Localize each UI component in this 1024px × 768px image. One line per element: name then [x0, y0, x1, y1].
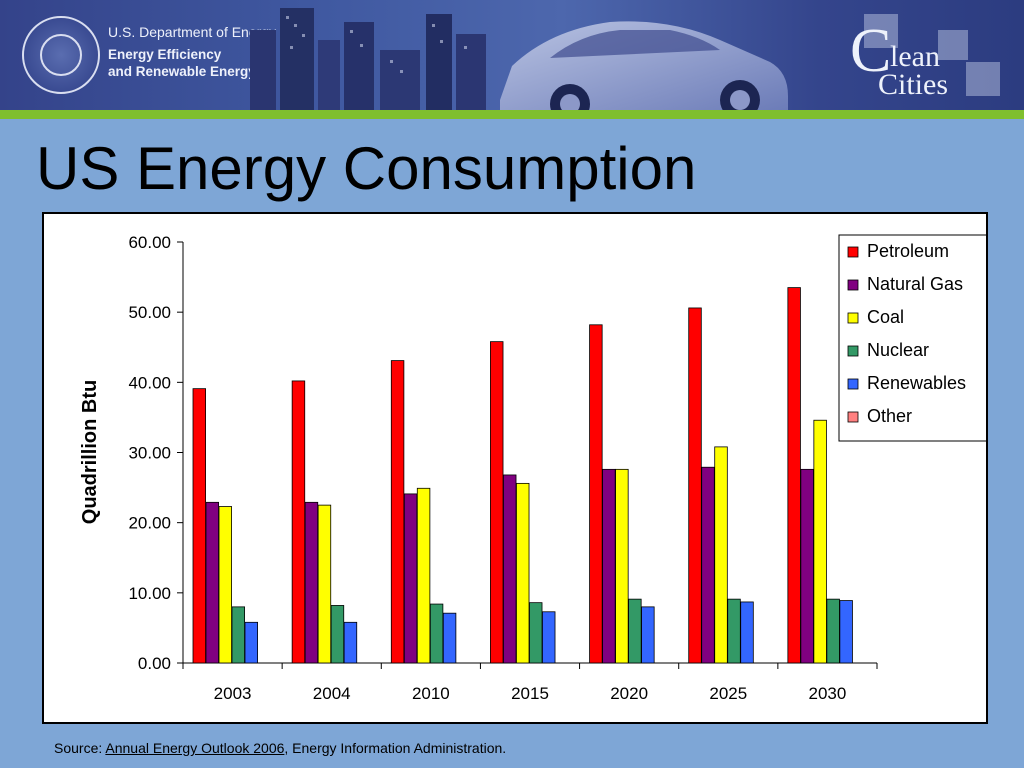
bar-petroleum: [192, 388, 207, 664]
y-tick-label: 50.00: [128, 303, 171, 322]
legend-swatch: [847, 246, 859, 258]
bar-petroleum: [589, 324, 603, 664]
bar-coal: [615, 468, 629, 664]
office-line-2: and Renewable Energy: [108, 64, 256, 79]
bar-natural-gas: [503, 474, 517, 664]
legend-label: Renewables: [867, 373, 966, 393]
legend-box: [838, 234, 986, 442]
legend-swatch: [847, 279, 859, 291]
clean-cities-logo: C lean Cities: [838, 8, 1008, 104]
bar-petroleum: [291, 380, 306, 664]
doe-seal-icon: [22, 16, 100, 94]
x-tick-label: 2010: [412, 684, 450, 703]
energy-consumption-bar-chart: 0.00 10.00 20.00 30.00 40.00 50.00 60.00 Quadri…: [79, 233, 986, 703]
legend-label: Petroleum: [867, 241, 949, 261]
y-tick-label: 20.00: [128, 514, 171, 533]
bar-coal: [218, 506, 233, 664]
x-tick-label: 2030: [809, 684, 847, 703]
legend-swatch: [847, 345, 859, 357]
bar-petroleum: [688, 307, 702, 664]
y-tick-label: 0.00: [138, 654, 171, 673]
y-tick-label: 30.00: [128, 444, 171, 463]
bar-renewables: [839, 600, 853, 664]
bar-natural-gas: [602, 468, 616, 664]
y-tick-label: 10.00: [128, 584, 171, 603]
x-tick-label: 2004: [313, 684, 351, 703]
x-tick-label: 2025: [709, 684, 747, 703]
bar-natural-gas: [403, 493, 418, 664]
bar-coal: [317, 504, 332, 664]
source-suffix: , Energy Information Administration.: [284, 740, 507, 756]
bar-coal: [416, 487, 431, 664]
logo-word-2: Cities: [878, 68, 949, 101]
x-tick-label: 2003: [214, 684, 252, 703]
x-tick-label: 2015: [511, 684, 549, 703]
source-link[interactable]: Annual Energy Outlook 2006: [105, 740, 285, 756]
bar-nuclear: [628, 598, 642, 664]
doe-wordmark: U.S. Department of Energy Energy Efficie…: [108, 24, 276, 80]
department-name: U.S. Department of Energy: [108, 24, 277, 40]
slide-title: US Energy Consumption: [36, 135, 697, 202]
legend-swatch: [847, 378, 859, 390]
legend-label: Natural Gas: [867, 274, 963, 294]
bar-petroleum: [490, 341, 504, 664]
bar-coal: [516, 482, 530, 664]
bar-nuclear: [429, 603, 444, 664]
logo-letter: C: [850, 17, 892, 85]
bar-renewables: [542, 611, 556, 664]
bar-renewables: [442, 612, 457, 664]
bar-renewables: [244, 621, 259, 664]
bar-nuclear: [826, 598, 840, 664]
bar-natural-gas: [701, 466, 715, 664]
chart-container: 0.00 10.00 20.00 30.00 40.00 50.00 60.00 Quadri…: [42, 212, 988, 724]
legend-swatch: [847, 312, 859, 324]
bar-nuclear: [330, 605, 345, 664]
legend-label: Other: [867, 406, 912, 426]
legend-label: Coal: [867, 307, 904, 327]
bar-petroleum: [787, 287, 801, 664]
y-tick-label: 60.00: [128, 233, 171, 252]
source-prefix: Source:: [54, 740, 106, 756]
header-banner: U.S. Department of Energy Energy Efficie…: [0, 0, 1024, 110]
legend-swatch: [847, 411, 859, 423]
logo-word-1: lean: [890, 40, 940, 73]
bar-renewables: [740, 601, 754, 664]
x-tick-label: 2020: [610, 684, 648, 703]
bar-natural-gas: [304, 501, 319, 664]
bar-renewables: [343, 621, 358, 664]
source-citation: Source: Annual Energy Outlook 2006, Ener…: [54, 740, 506, 756]
bar-renewables: [641, 606, 655, 664]
bar-petroleum: [390, 360, 405, 664]
bar-nuclear: [529, 602, 543, 664]
y-tick-label: 40.00: [128, 373, 171, 392]
bar-coal: [714, 446, 728, 664]
bar-nuclear: [231, 606, 246, 664]
bar-natural-gas: [800, 468, 814, 664]
city-car-banner-image: [250, 8, 788, 110]
bar-natural-gas: [205, 501, 220, 664]
accent-stripe: [0, 110, 1024, 119]
bar-coal: [813, 419, 827, 664]
y-axis-label: Quadrillion Btu: [79, 380, 101, 524]
office-line-1: Energy Efficiency: [108, 47, 222, 62]
legend-label: Nuclear: [867, 340, 929, 360]
bar-nuclear: [727, 598, 741, 664]
